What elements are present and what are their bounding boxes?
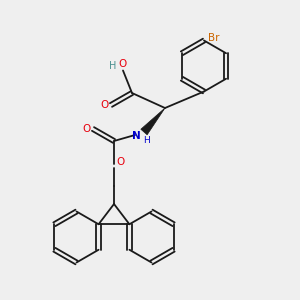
Text: O: O bbox=[116, 157, 125, 167]
Text: O: O bbox=[82, 124, 91, 134]
Text: H: H bbox=[144, 136, 150, 145]
Text: O: O bbox=[100, 100, 109, 110]
Text: O: O bbox=[119, 59, 127, 69]
Text: Br: Br bbox=[208, 33, 219, 43]
Text: H: H bbox=[109, 61, 116, 71]
Text: N: N bbox=[132, 130, 141, 141]
Polygon shape bbox=[141, 108, 165, 135]
